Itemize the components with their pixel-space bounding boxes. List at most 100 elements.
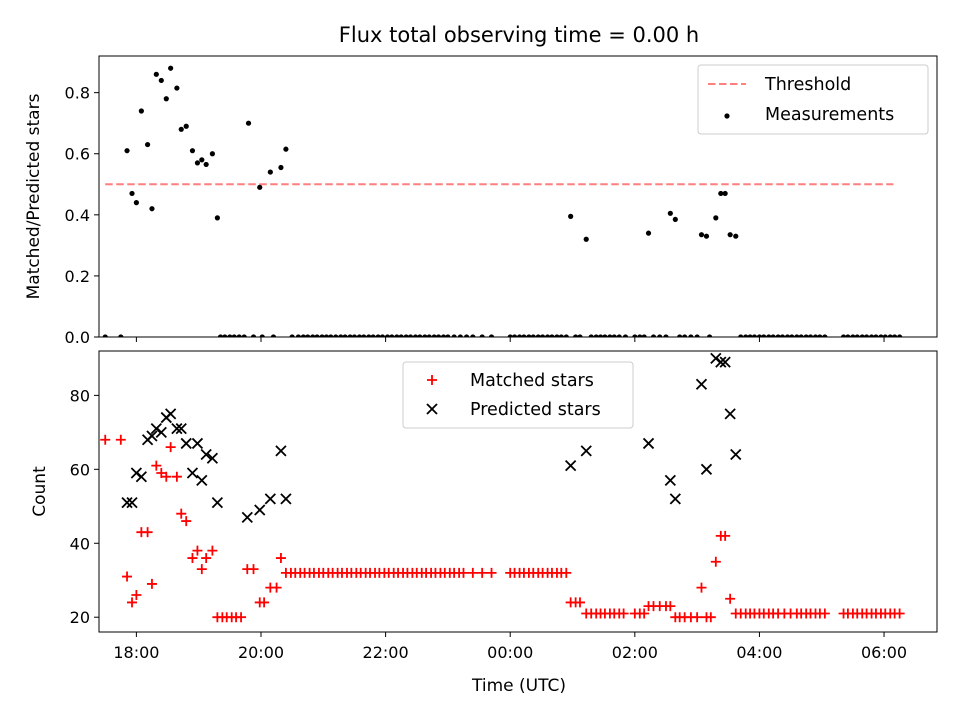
measurement-point [153, 71, 159, 77]
predicted-stars-point [191, 437, 204, 450]
matched-stars-point [486, 567, 497, 578]
legend-predicted-label: Predicted stars [470, 400, 601, 420]
matched-stars-point [131, 590, 142, 601]
axes-frame-0 [98, 55, 938, 338]
matched-stars-point [819, 608, 830, 619]
x-tick-label: 22:00 [363, 643, 409, 662]
measurement-point [887, 334, 893, 337]
measurement-point [351, 334, 358, 337]
measurement-point [882, 334, 888, 337]
measurement-point [789, 334, 795, 337]
predicted-stars-point [165, 408, 177, 420]
measurement-point [379, 334, 386, 337]
measurement-point [398, 334, 404, 337]
matched-stars-point [692, 612, 703, 623]
y-axis-label: Count [30, 466, 50, 517]
measurement-point [803, 334, 809, 337]
matched-stars-point [665, 601, 676, 612]
measurement-point [407, 334, 414, 337]
measurement-point [558, 334, 564, 337]
axes-frame-1 [98, 350, 938, 633]
measurement-point [554, 334, 560, 337]
measurement-point [451, 334, 457, 337]
measurement-point [672, 216, 678, 223]
measurement-point [573, 334, 579, 337]
measurement-point [663, 334, 669, 337]
matched-stars-point [196, 564, 207, 575]
predicted-stars-point [724, 408, 736, 420]
measurement-point [241, 334, 247, 337]
measurement-point [682, 334, 688, 337]
measurement-point [118, 334, 124, 337]
measurement-point [845, 334, 851, 337]
measurement-point [310, 334, 316, 337]
measurement-point [568, 213, 574, 219]
measurement-point [163, 96, 169, 102]
matched-stars-point [458, 567, 469, 578]
measurement-point [602, 334, 608, 337]
x-tick-label: 20:00 [238, 643, 284, 662]
matched-stars-point [146, 578, 157, 589]
predicted-stars-point [664, 474, 676, 487]
measurement-point [650, 334, 657, 337]
plot-area-1 [100, 352, 905, 623]
measurement-point [283, 146, 289, 152]
measurement-point [530, 334, 536, 337]
measurement-point [158, 77, 164, 84]
measurement-point [694, 334, 700, 337]
matched-stars-point [710, 556, 721, 567]
predicted-stars-point [254, 504, 266, 516]
measurement-point [305, 334, 311, 337]
y-tick-label: 0.6 [65, 145, 90, 164]
measurement-point [217, 334, 224, 337]
measurement-point [259, 334, 265, 337]
legend-matched-label: Matched stars [470, 371, 594, 391]
measurement-point [412, 334, 419, 337]
measurement-point [761, 334, 767, 337]
measurement-point [563, 334, 569, 337]
measurement-point [389, 334, 395, 337]
predicted-stars-point [146, 430, 158, 442]
measurement-point [457, 334, 463, 337]
measurement-point [199, 157, 205, 163]
measurement-point [703, 233, 710, 239]
measurement-point [370, 334, 376, 337]
measurement-point [593, 334, 599, 337]
bottom-axes: 18:00 20:00 22:00 00:00 02:00 04:00 06:00 20 40 6… [30, 350, 938, 662]
measurement-point [278, 164, 284, 171]
measurement-point [897, 334, 903, 337]
measurement-point [611, 334, 617, 337]
measurement-point [328, 334, 334, 337]
measurement-point [850, 334, 856, 337]
matched-stars-point [639, 608, 650, 619]
measurement-point [727, 232, 733, 238]
measurement-point [422, 334, 428, 337]
predicted-stars-point [126, 496, 138, 509]
measurement-point [812, 334, 819, 337]
predicted-stars-point [135, 471, 148, 483]
measurement-point [892, 334, 898, 337]
measurement-point [431, 334, 437, 337]
measurement-point [214, 215, 220, 221]
measurement-point [314, 334, 320, 337]
measurement-point [289, 334, 295, 337]
measurement-point [549, 334, 555, 337]
matched-stars-point [618, 608, 629, 619]
measurement-point [794, 334, 800, 337]
measurement-point [622, 334, 629, 337]
matched-stars-point [171, 471, 182, 482]
predicted-stars-point [175, 423, 187, 435]
matched-stars-point [574, 597, 585, 608]
measurement-point [267, 169, 273, 175]
matched-stars-point [201, 553, 212, 564]
measurement-point [194, 160, 201, 166]
measurement-point [445, 334, 451, 337]
matched-stars-point [100, 434, 111, 445]
measurement-point [426, 334, 432, 337]
y-tick-label: 0.2 [65, 267, 90, 286]
measurement-point [766, 334, 772, 337]
x-axis-label: Time (UTC) [471, 676, 566, 696]
measurement-point [616, 334, 622, 337]
predicted-stars-point [642, 437, 655, 450]
